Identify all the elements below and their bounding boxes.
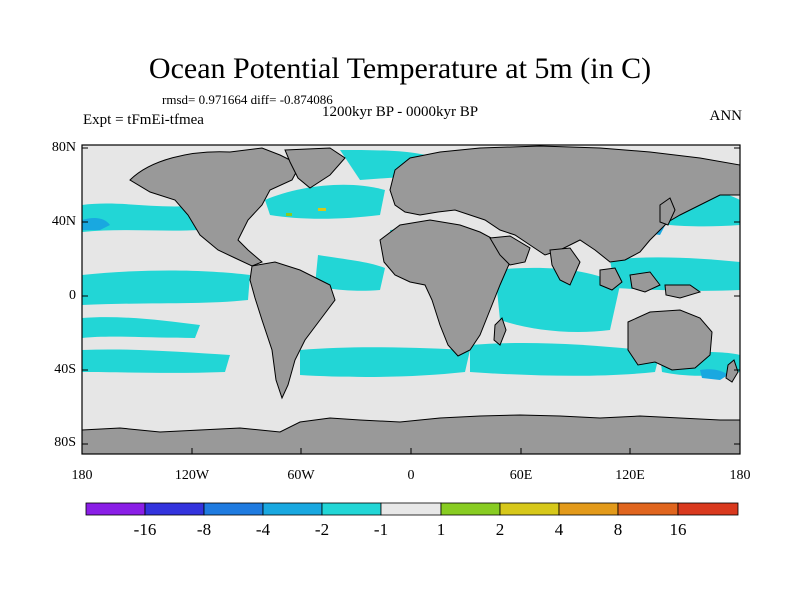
y-tick-label: 40S xyxy=(54,362,76,377)
colorbar-bin-2 xyxy=(203,502,264,516)
eurasia xyxy=(389,145,741,263)
colorbar-label: 16 xyxy=(669,520,687,539)
colorbar-bin-6 xyxy=(440,502,501,516)
australia xyxy=(627,309,713,371)
season-label: ANN xyxy=(709,108,743,124)
figure-title: Ocean Potential Temperature at 5m (in C) xyxy=(148,52,652,85)
south-america xyxy=(249,261,336,400)
colorbar-bin-3 xyxy=(262,502,323,516)
colorbar-label: 8 xyxy=(613,520,623,539)
colorbar-bin-9 xyxy=(617,502,679,516)
colorbar-bin-0 xyxy=(85,502,146,516)
colorbar-label: -16 xyxy=(133,520,157,539)
map-frame xyxy=(81,144,741,455)
x-tick-label: 120W xyxy=(174,468,210,483)
colorbar-label: -4 xyxy=(255,520,271,539)
colorbar-label: -8 xyxy=(196,520,212,539)
antarctica xyxy=(81,414,741,455)
colorbar-bin-5 xyxy=(380,502,442,516)
y-tick-label: 0 xyxy=(69,288,76,303)
statistics-line: rmsd= 0.971664 diff= -0.874086 xyxy=(162,92,333,107)
warm-anomaly-spot xyxy=(318,208,326,211)
land-masses xyxy=(81,145,741,455)
x-tick-label: 120E xyxy=(615,468,645,483)
africa xyxy=(379,219,511,357)
colorbar-bin-10 xyxy=(677,502,739,516)
colorbar-bin-4 xyxy=(321,502,382,516)
x-tick-label: 60E xyxy=(509,468,533,483)
colorbar-label: -2 xyxy=(314,520,330,539)
time-period-label: 1200kyr BP - 0000kyr BP xyxy=(322,104,479,120)
colorbar-bin-7 xyxy=(499,502,560,516)
experiment-label: Expt = tFmEi-tfmea xyxy=(83,112,204,128)
y-tick-label: 40N xyxy=(51,214,76,229)
y-tick-label: 80S xyxy=(54,435,76,450)
colorbar xyxy=(85,502,739,516)
greenland xyxy=(284,147,346,189)
colorbar-label: 2 xyxy=(495,520,505,539)
colorbar-label: 1 xyxy=(436,520,446,539)
x-tick-label: 60W xyxy=(287,468,315,483)
y-tick-label: 80N xyxy=(51,140,76,155)
colorbar-bin-1 xyxy=(144,502,205,516)
x-tick-label: 180 xyxy=(729,468,751,483)
warm-anomaly-spot-2 xyxy=(286,213,292,216)
x-tick-label: 0 xyxy=(407,468,415,483)
colorbar-label: -1 xyxy=(373,520,389,539)
colorbar-bin-8 xyxy=(558,502,619,516)
x-tick-label: 180 xyxy=(71,468,93,483)
colorbar-label: 4 xyxy=(554,520,564,539)
axis-ticks xyxy=(82,147,740,454)
